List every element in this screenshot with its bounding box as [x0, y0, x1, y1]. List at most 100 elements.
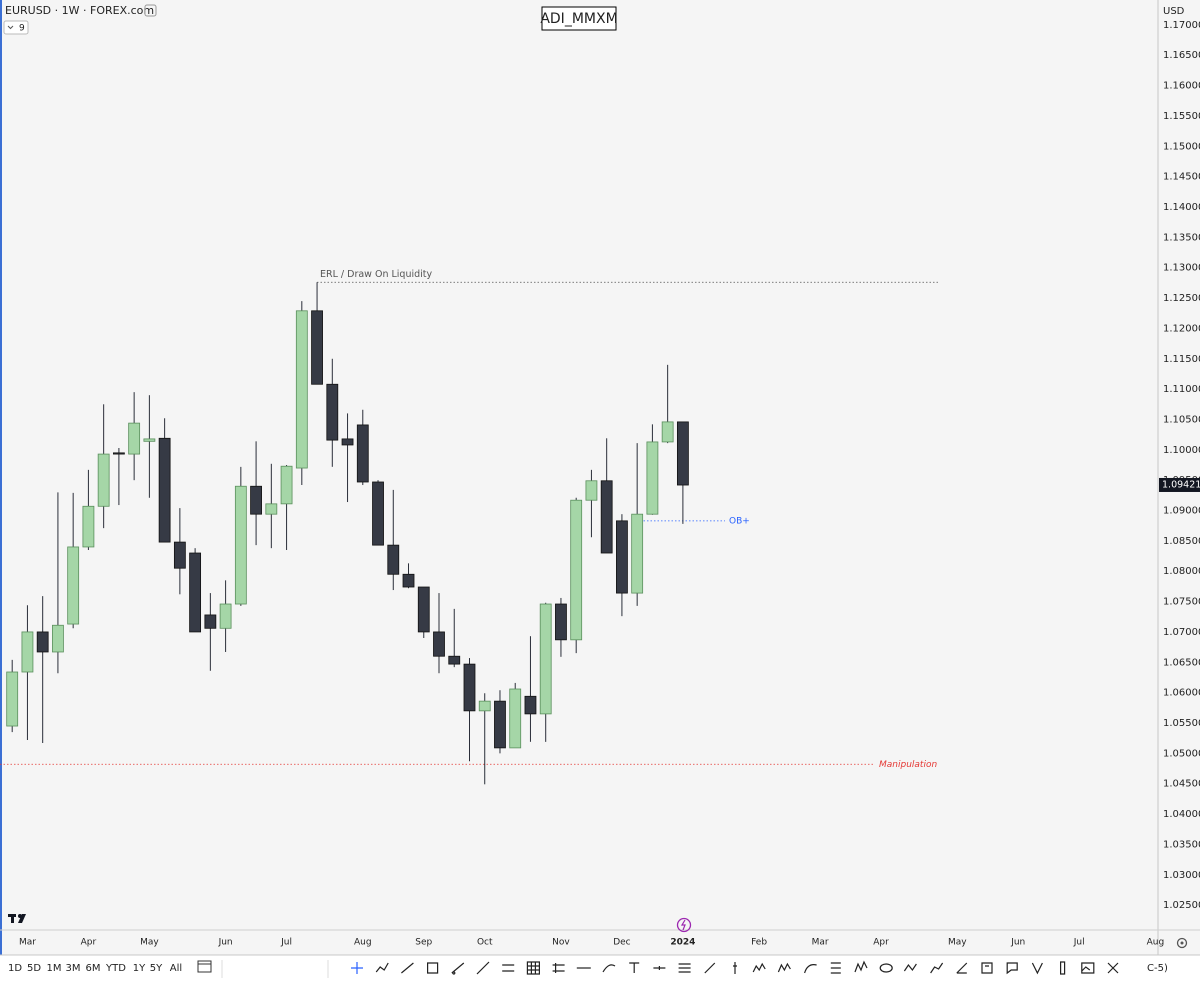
tool-icon [451, 962, 465, 975]
timeframe-button[interactable]: 1D [8, 963, 22, 974]
y-tick-label: 1.07500 [1163, 597, 1200, 608]
plot-area [0, 281, 940, 785]
y-tick-label: 1.14500 [1163, 172, 1200, 183]
x-tick-label: Jun [1010, 938, 1025, 948]
drawing-tool[interactable] [351, 962, 363, 974]
y-tick-label: 1.14000 [1163, 202, 1200, 213]
drawing-tool[interactable] [1006, 962, 1018, 975]
drawing-tool[interactable] [678, 963, 691, 973]
candle-body [82, 505, 95, 548]
x-tick-label: Nov [552, 938, 570, 948]
tool-icon [375, 962, 389, 973]
x-tick-label: Mar [19, 938, 36, 948]
drawing-tool[interactable] [903, 963, 917, 972]
drawing-tool[interactable] [1059, 961, 1066, 975]
lightning-icon[interactable] [676, 917, 692, 933]
timeframe-button[interactable]: 1M [47, 963, 62, 974]
drawing-tool[interactable] [930, 962, 944, 974]
settings-gear[interactable] [1176, 937, 1188, 949]
candle-body [21, 631, 34, 673]
title-box [541, 6, 617, 31]
drawing-tool[interactable] [752, 962, 766, 973]
timeframe-button[interactable]: YTD [105, 963, 126, 974]
drawing-tool[interactable] [733, 962, 737, 974]
drawing-tool[interactable] [401, 962, 414, 974]
timezone-label[interactable]: C-5) [1147, 963, 1168, 974]
tool-icon [854, 960, 868, 973]
timeframe-button[interactable]: 5D [27, 963, 41, 974]
candle-body [341, 438, 354, 446]
y-tick-label: 1.12000 [1163, 323, 1200, 334]
calendar-icon[interactable] [197, 960, 212, 973]
drawing-tool[interactable] [552, 963, 565, 973]
drawing-tool[interactable] [981, 962, 993, 974]
y-tick-label: 1.08000 [1163, 566, 1200, 577]
drawing-tool[interactable] [1031, 962, 1043, 975]
drawing-tool[interactable] [502, 964, 515, 972]
chart-title: ADI_MMXM [540, 11, 617, 27]
x-tick-label: Apr [873, 938, 889, 948]
drawing-tool[interactable] [777, 962, 791, 973]
y-tick-label: 1.04000 [1163, 809, 1200, 820]
drawing-tool[interactable] [653, 966, 666, 970]
x-tick-label: Sep [415, 938, 432, 948]
candle-body [6, 671, 19, 727]
drawing-tool[interactable] [830, 962, 841, 974]
indicator-toggle[interactable] [3, 20, 29, 35]
tool-icon [401, 962, 414, 974]
candle-body [478, 700, 491, 712]
tool-icon [427, 962, 439, 974]
candle-body [570, 499, 583, 641]
x-tick-label: Aug [1147, 938, 1165, 948]
timeframe-button[interactable]: 3M [66, 963, 81, 974]
symbol-label[interactable]: EURUSD · 1W · FOREX.com [5, 4, 154, 17]
settings-icon[interactable] [144, 4, 157, 17]
candle-body [631, 513, 644, 594]
timeframe-button[interactable]: 6M [86, 963, 101, 974]
drawing-tool[interactable] [1107, 962, 1119, 974]
candle-body [265, 503, 278, 515]
candle-body [36, 631, 49, 653]
tool-icon [777, 962, 791, 973]
timeframe-button[interactable]: 1Y [133, 963, 146, 974]
timeframe-button[interactable]: 5Y [150, 963, 163, 974]
drawing-tool[interactable] [602, 964, 616, 973]
y-tick-label: 1.04500 [1163, 779, 1200, 790]
drawing-tool[interactable] [879, 963, 893, 973]
candle-body [97, 453, 110, 507]
candle-body [234, 485, 247, 605]
drawing-tool[interactable] [1081, 962, 1095, 974]
x-tick-label: May [948, 938, 967, 948]
y-tick-label: 1.06000 [1163, 688, 1200, 699]
annotation-label: OB+ [729, 516, 750, 526]
candle-body [67, 546, 80, 625]
drawing-tool[interactable] [526, 961, 541, 975]
drawing-tool[interactable] [476, 961, 490, 975]
drawing-tool[interactable] [375, 962, 389, 973]
candle-body [280, 465, 293, 505]
y-tick-label: 1.03500 [1163, 839, 1200, 850]
timeframe-button[interactable]: All [170, 963, 182, 974]
tool-icon [1031, 962, 1043, 975]
drawing-tool[interactable] [854, 960, 868, 973]
tool-icon [1059, 961, 1066, 975]
drawing-tool[interactable] [956, 962, 968, 974]
chevron-icon [7, 25, 14, 30]
candle-body [585, 480, 598, 501]
candle-body [173, 541, 186, 569]
drawing-tool[interactable] [451, 962, 465, 975]
tool-icon [476, 961, 490, 975]
candle-body [219, 603, 232, 629]
drawing-tool[interactable] [629, 962, 640, 973]
candle-body [417, 586, 430, 633]
drawing-tool[interactable] [804, 964, 817, 974]
drawing-tool[interactable] [427, 962, 439, 974]
drawing-tool[interactable] [704, 962, 716, 974]
tool-icon [502, 964, 515, 972]
tool-icon [526, 961, 541, 975]
y-tick-label: 1.10000 [1163, 445, 1200, 456]
candle-body [509, 688, 522, 749]
tool-icon [1006, 962, 1018, 975]
last-price-label: 1.09421 [1162, 479, 1200, 490]
